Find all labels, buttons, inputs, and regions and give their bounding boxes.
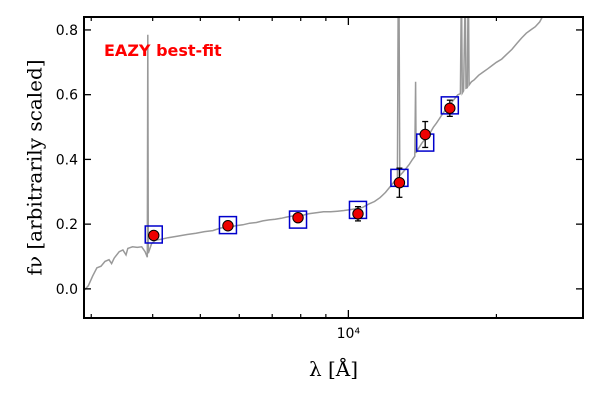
- plot-frame: [83, 16, 584, 319]
- x-tick-label: 10⁴: [337, 326, 361, 342]
- y-tick-label: 0.0: [56, 282, 78, 298]
- observed-point: [148, 229, 160, 242]
- observed-point: [444, 102, 456, 114]
- y-tick-label: 0.8: [56, 23, 78, 39]
- y-axis-title: fν [arbitrarily scaled]: [23, 59, 47, 275]
- observed-point: [292, 211, 304, 224]
- legend-label: EAZY best-fit: [104, 41, 222, 60]
- axis-ticks: 0.0 0.2 0.4 0.6 0.8 10⁴: [56, 17, 584, 342]
- observed-photometry-layer: [148, 99, 456, 242]
- y-tick-label: 0.6: [56, 88, 78, 104]
- observed-point: [222, 220, 234, 232]
- observed-point: [419, 128, 431, 141]
- observed-point: [352, 208, 364, 220]
- model-square: [288, 210, 308, 229]
- model-square: [218, 215, 238, 235]
- model-square: [144, 225, 163, 244]
- x-axis-title: λ [Å]: [309, 356, 358, 381]
- observed-point: [393, 177, 406, 189]
- y-tick-label: 0.2: [56, 217, 78, 233]
- y-tick-label: 0.4: [56, 152, 78, 168]
